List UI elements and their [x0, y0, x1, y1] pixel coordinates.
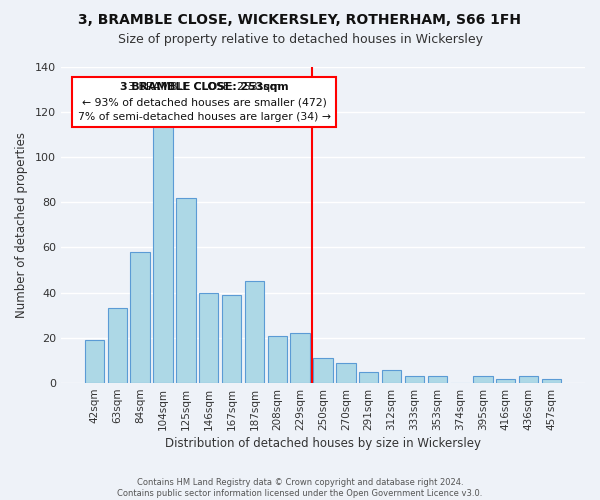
Bar — [222, 295, 241, 383]
Bar — [268, 336, 287, 383]
Y-axis label: Number of detached properties: Number of detached properties — [15, 132, 28, 318]
Text: 3 BRAMBLE CLOSE: 253sqm: 3 BRAMBLE CLOSE: 253sqm — [120, 82, 289, 136]
Bar — [176, 198, 196, 383]
Text: 3 BRAMBLE CLOSE: 253sqm
← 93% of detached houses are smaller (472)
7% of semi-de: 3 BRAMBLE CLOSE: 253sqm ← 93% of detache… — [77, 82, 331, 122]
Text: Size of property relative to detached houses in Wickersley: Size of property relative to detached ho… — [118, 32, 482, 46]
Bar — [382, 370, 401, 383]
Bar — [428, 376, 447, 383]
Bar — [496, 378, 515, 383]
Bar — [130, 252, 150, 383]
Bar — [542, 378, 561, 383]
Bar — [245, 282, 264, 383]
Bar — [154, 118, 173, 383]
Bar — [336, 362, 356, 383]
Text: 3, BRAMBLE CLOSE, WICKERSLEY, ROTHERHAM, S66 1FH: 3, BRAMBLE CLOSE, WICKERSLEY, ROTHERHAM,… — [79, 12, 521, 26]
Bar — [404, 376, 424, 383]
Bar — [107, 308, 127, 383]
Bar — [199, 292, 218, 383]
Bar — [85, 340, 104, 383]
Bar — [519, 376, 538, 383]
Bar — [313, 358, 332, 383]
Bar — [473, 376, 493, 383]
Bar — [290, 334, 310, 383]
Text: Contains HM Land Registry data © Crown copyright and database right 2024.
Contai: Contains HM Land Registry data © Crown c… — [118, 478, 482, 498]
X-axis label: Distribution of detached houses by size in Wickersley: Distribution of detached houses by size … — [165, 437, 481, 450]
Bar — [359, 372, 379, 383]
